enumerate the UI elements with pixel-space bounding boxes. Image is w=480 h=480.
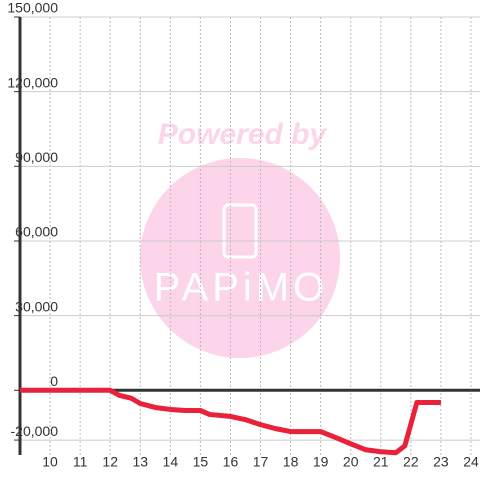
watermark-logo: PAPiMO bbox=[154, 266, 328, 310]
watermark-title: Powered by bbox=[158, 118, 328, 151]
x-tick-label: 10 bbox=[42, 454, 58, 470]
watermark-phone bbox=[222, 203, 258, 259]
y-tick-label: 90,000 bbox=[15, 149, 58, 165]
x-tick-label: 12 bbox=[102, 454, 118, 470]
y-tick-label: -20,000 bbox=[11, 423, 59, 439]
x-tick-label: 22 bbox=[403, 454, 419, 470]
x-tick-label: 20 bbox=[343, 454, 359, 470]
x-tick-label: 15 bbox=[193, 454, 209, 470]
x-tick-label: 11 bbox=[73, 454, 88, 470]
x-tick-label: 18 bbox=[283, 454, 299, 470]
x-tick-label: 23 bbox=[433, 454, 449, 470]
x-tick-label: 16 bbox=[223, 454, 239, 470]
line-series bbox=[20, 387, 441, 456]
x-tick-label: 13 bbox=[132, 454, 148, 470]
x-tick-label: 19 bbox=[313, 454, 329, 470]
x-tick-label: 17 bbox=[253, 454, 269, 470]
y-tick-label: 30,000 bbox=[15, 298, 58, 314]
y-tick-label: 60,000 bbox=[15, 224, 58, 240]
y-tick-label: 150,000 bbox=[7, 0, 58, 16]
x-tick-label: 14 bbox=[163, 454, 179, 470]
y-tick-label: 120,000 bbox=[7, 74, 58, 90]
y-tick-label: 0 bbox=[50, 373, 58, 389]
x-tick-label: 24 bbox=[463, 454, 479, 470]
x-tick-label: 21 bbox=[373, 454, 389, 470]
